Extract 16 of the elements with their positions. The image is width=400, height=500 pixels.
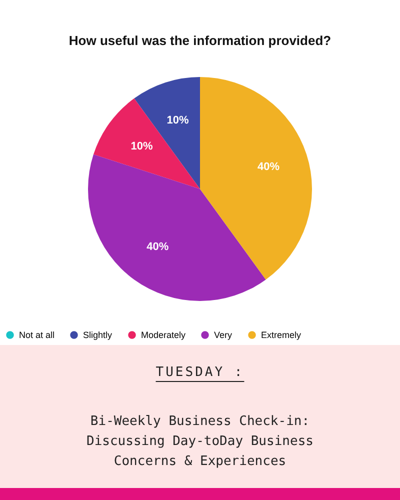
- data-label: 10%: [130, 140, 153, 153]
- chart-title: How useful was the information provided?: [68, 33, 332, 48]
- legend-label: Extremely: [261, 330, 302, 340]
- data-label: 40%: [146, 241, 169, 254]
- data-label: 40%: [257, 160, 280, 173]
- legend-label: Not at all: [19, 330, 55, 340]
- data-label: 10%: [166, 114, 189, 127]
- legend-label: Moderately: [141, 330, 186, 340]
- pie-slice: [93, 98, 200, 189]
- text: Bi-Weekly Business Check-in:: [89, 413, 311, 431]
- legend-label: Slightly: [83, 330, 113, 340]
- pie-slice: [200, 77, 312, 280]
- text: Discussing Day-toDay Business: [86, 433, 314, 451]
- legend-label: Very: [214, 330, 233, 340]
- text: Concerns & Experiences: [112, 453, 288, 471]
- text: TUESDAY :: [154, 365, 246, 380]
